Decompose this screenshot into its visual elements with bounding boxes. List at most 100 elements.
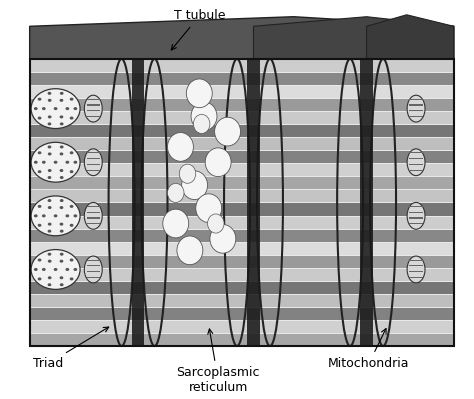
Ellipse shape (84, 256, 102, 283)
Ellipse shape (215, 117, 240, 146)
Bar (30, 308, 454, 320)
Circle shape (38, 117, 41, 120)
Circle shape (47, 145, 51, 148)
Bar (30, 269, 454, 281)
Text: Triad: Triad (33, 327, 109, 370)
Bar (410, 259, 423, 261)
Circle shape (38, 170, 41, 173)
Bar (30, 60, 454, 72)
Circle shape (60, 176, 64, 179)
Ellipse shape (167, 132, 193, 161)
Circle shape (60, 260, 64, 263)
Circle shape (60, 122, 64, 125)
Circle shape (48, 260, 52, 263)
Bar (410, 206, 423, 207)
Circle shape (42, 214, 46, 217)
Circle shape (60, 169, 64, 172)
Bar (410, 211, 423, 213)
Circle shape (47, 92, 51, 95)
Circle shape (42, 161, 46, 164)
Bar (30, 203, 454, 215)
Circle shape (60, 253, 64, 256)
Circle shape (60, 229, 64, 233)
Bar (87, 164, 100, 165)
Circle shape (65, 161, 69, 164)
Bar (87, 158, 100, 159)
Circle shape (31, 89, 80, 128)
Text: T tubule: T tubule (171, 10, 225, 50)
Bar (30, 190, 454, 202)
Circle shape (47, 229, 51, 233)
Bar (410, 158, 423, 159)
Circle shape (31, 196, 80, 236)
Circle shape (73, 214, 77, 217)
Circle shape (60, 199, 64, 202)
Bar (410, 116, 423, 117)
Bar (87, 259, 100, 261)
Bar (132, 59, 144, 346)
Bar (360, 59, 373, 346)
Circle shape (60, 145, 64, 148)
Ellipse shape (210, 225, 236, 253)
Circle shape (60, 276, 64, 279)
Bar (87, 116, 100, 117)
Circle shape (60, 206, 64, 209)
Ellipse shape (208, 214, 224, 233)
Circle shape (54, 107, 57, 110)
Circle shape (48, 206, 52, 209)
Circle shape (38, 259, 41, 262)
Ellipse shape (84, 149, 102, 176)
Ellipse shape (407, 256, 425, 283)
Circle shape (60, 152, 64, 156)
Circle shape (60, 99, 64, 102)
Text: Mitochondria: Mitochondria (328, 329, 410, 370)
Ellipse shape (179, 164, 196, 183)
Bar (30, 282, 454, 294)
Circle shape (34, 268, 37, 271)
Bar (247, 59, 260, 346)
Circle shape (73, 268, 77, 271)
Circle shape (38, 151, 41, 154)
Circle shape (70, 117, 73, 120)
Bar (87, 277, 100, 278)
Circle shape (34, 107, 37, 110)
Bar (87, 265, 100, 267)
Circle shape (73, 161, 77, 164)
Ellipse shape (407, 202, 425, 229)
Circle shape (48, 115, 52, 119)
Circle shape (42, 268, 46, 271)
Bar (410, 110, 423, 111)
Bar (30, 138, 454, 150)
Circle shape (34, 214, 37, 217)
Circle shape (70, 205, 73, 208)
Bar (30, 321, 454, 333)
Bar (30, 256, 454, 268)
Bar (410, 277, 423, 278)
Bar (87, 110, 100, 111)
Bar (30, 217, 454, 229)
Circle shape (31, 249, 80, 289)
Ellipse shape (407, 149, 425, 176)
Circle shape (54, 268, 57, 271)
Ellipse shape (193, 115, 210, 134)
Ellipse shape (167, 183, 184, 202)
Circle shape (48, 152, 52, 156)
Bar (30, 125, 454, 137)
Bar (30, 99, 454, 111)
Bar (87, 223, 100, 224)
Circle shape (38, 205, 41, 208)
Circle shape (60, 92, 64, 95)
Circle shape (70, 277, 73, 280)
Ellipse shape (407, 95, 425, 122)
Circle shape (65, 268, 69, 271)
Bar (30, 295, 454, 307)
Circle shape (60, 283, 64, 286)
Bar (87, 271, 100, 272)
Circle shape (38, 224, 41, 227)
Bar (87, 217, 100, 219)
Bar (87, 211, 100, 213)
Bar (30, 178, 454, 190)
Bar (410, 265, 423, 267)
Circle shape (65, 214, 69, 217)
Circle shape (48, 169, 52, 172)
